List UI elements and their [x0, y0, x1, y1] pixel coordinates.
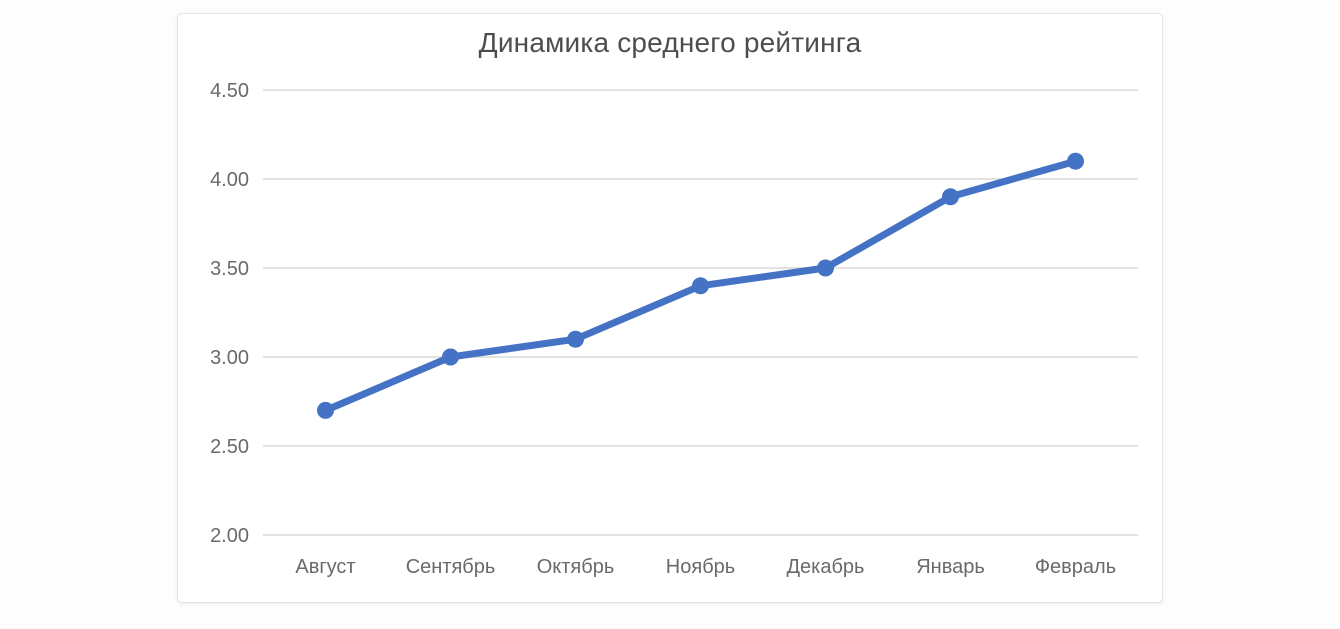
- y-tick-label: 2.00: [210, 525, 249, 547]
- chart-panel: Динамика среднего рейтинга 2.00 2.50 3.00 3…: [177, 13, 1163, 603]
- chart-title: Динамика среднего рейтинга: [478, 27, 862, 58]
- x-tick-label: Декабрь: [787, 556, 865, 578]
- y-tick-label: 2.50: [210, 436, 249, 458]
- data-point: [817, 259, 834, 277]
- x-tick-label: Сентябрь: [406, 556, 496, 578]
- data-point: [317, 401, 334, 419]
- data-point: [442, 348, 459, 366]
- x-tick-label: Август: [295, 556, 355, 578]
- data-point: [942, 188, 959, 206]
- y-tick-label: 3.00: [210, 347, 249, 369]
- data-point: [1067, 152, 1084, 170]
- data-point: [692, 277, 709, 295]
- line-chart: 2.00 2.50 3.00 3.50 4.00 4.50 Август Сентябрь Ок…: [210, 80, 1138, 578]
- x-tick-label: Октябрь: [537, 556, 615, 578]
- data-point: [567, 330, 584, 348]
- x-tick-label: Февраль: [1035, 556, 1116, 578]
- x-tick-label: Ноябрь: [666, 556, 735, 578]
- y-tick-label: 4.00: [210, 169, 249, 191]
- y-tick-label: 4.50: [210, 80, 249, 102]
- x-tick-label: Январь: [916, 556, 985, 578]
- y-tick-label: 3.50: [210, 258, 249, 280]
